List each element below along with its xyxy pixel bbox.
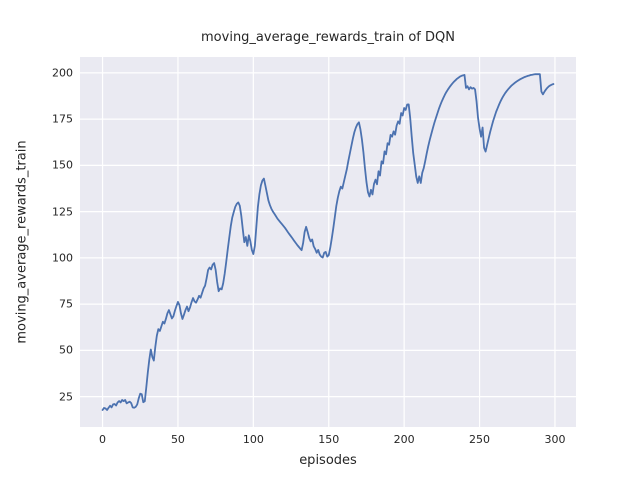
- x-tick-label: 0: [99, 433, 107, 446]
- x-tick-label: 100: [242, 433, 264, 446]
- x-tick-label: 250: [469, 433, 491, 446]
- x-tick-label: 50: [170, 433, 185, 446]
- y-tick-label: 100: [52, 251, 73, 265]
- line-series: [101, 73, 555, 411]
- chart-title: moving_average_rewards_train of DQN: [201, 30, 455, 45]
- y-tick-label: 25: [59, 390, 73, 404]
- x-tick-label: 200: [393, 433, 415, 446]
- y-axis-label: moving_average_rewards_train: [14, 140, 30, 344]
- y-tick-label: 175: [52, 112, 73, 126]
- x-tick-label: 300: [544, 433, 566, 446]
- plot-area: [80, 57, 576, 427]
- y-tick-label: 125: [52, 205, 73, 219]
- y-tick-label: 150: [52, 158, 73, 172]
- y-tick-label: 75: [59, 297, 73, 311]
- plot-svg: [80, 57, 576, 427]
- gridlines: [80, 57, 576, 427]
- x-tick-label: 150: [318, 433, 340, 446]
- x-axis-label: episodes: [299, 453, 357, 468]
- series-layer: [101, 73, 555, 411]
- y-tick-label: 50: [59, 343, 73, 357]
- y-tick-label: 200: [52, 66, 73, 80]
